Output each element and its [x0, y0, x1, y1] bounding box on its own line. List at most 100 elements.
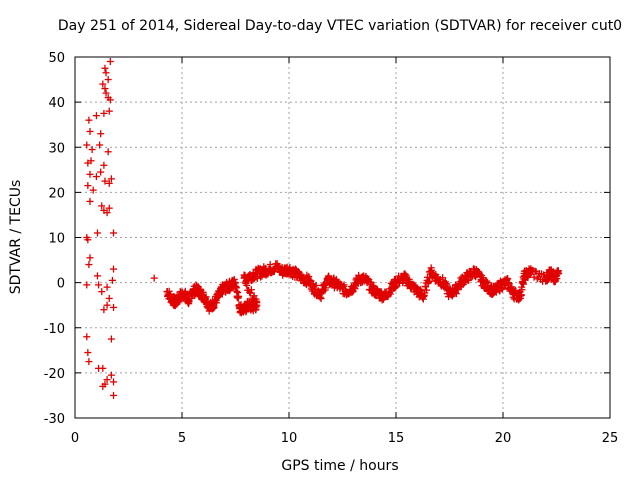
trace-point	[291, 270, 299, 278]
trace-point	[206, 303, 214, 311]
scatter-point	[88, 146, 96, 154]
scatter-point	[105, 107, 113, 115]
scatter-point	[100, 109, 108, 117]
scatter-point	[84, 236, 92, 244]
trace-point	[253, 301, 261, 309]
y-tick-label: -30	[44, 412, 65, 427]
trace-point	[304, 276, 312, 284]
trace-point	[483, 277, 491, 285]
trace-point	[249, 294, 257, 302]
trace-point	[446, 290, 453, 298]
scatter-point	[98, 202, 106, 210]
trace-point	[163, 288, 171, 296]
trace-point	[253, 270, 261, 278]
scatter-point	[105, 204, 113, 212]
scatter-point	[83, 281, 91, 289]
axis-ticks: 0 5 10 15 20 25 -30 -20 -10 0 10 20 30 40 50	[44, 51, 619, 446]
trace-point	[176, 292, 184, 300]
trace-point	[497, 281, 505, 289]
y-tick-label: -10	[44, 322, 65, 337]
x-tick-label: 10	[281, 431, 298, 446]
scatter-point	[103, 301, 111, 309]
scatter-point	[101, 64, 109, 72]
trace-point	[249, 276, 257, 284]
scatter-point	[106, 58, 114, 66]
scatter-point	[110, 229, 118, 237]
trace-point	[227, 281, 235, 289]
trace-point	[180, 290, 188, 298]
trace-point	[240, 306, 248, 314]
trace-point	[546, 267, 554, 275]
trace-point	[555, 270, 563, 278]
scatter-point	[110, 265, 118, 273]
x-tick-label: 20	[495, 431, 512, 446]
trace-point	[407, 281, 415, 289]
scatter-point	[83, 333, 91, 341]
x-tick-label: 5	[178, 431, 186, 446]
scatter-point	[86, 197, 94, 205]
scatter-point	[102, 89, 110, 97]
scatter-point	[107, 335, 115, 343]
scatter-point	[89, 186, 97, 194]
scatter-point	[95, 281, 103, 289]
scatter-point	[150, 274, 158, 282]
trace-point	[249, 303, 257, 311]
trace-point	[401, 274, 409, 282]
trace-point	[340, 281, 348, 289]
trace-point	[367, 279, 375, 287]
scatter-point	[99, 80, 107, 88]
scatter-point	[101, 85, 109, 93]
trace-point	[394, 276, 402, 284]
trace-point	[210, 299, 218, 307]
scatter-point	[110, 303, 118, 311]
scatter-point	[93, 229, 101, 237]
scatter-point	[110, 378, 118, 386]
x-tick-label: 15	[388, 431, 405, 446]
scatter-point	[110, 391, 118, 399]
trace-point	[478, 276, 486, 284]
trace-point	[343, 288, 351, 296]
y-tick-label: 50	[48, 51, 65, 66]
scatter-point	[93, 272, 101, 280]
scatter-point	[102, 69, 110, 77]
y-tick-label: 20	[48, 186, 65, 201]
trace-point	[202, 294, 210, 302]
scatter-point	[84, 349, 92, 357]
trace-point	[197, 290, 205, 298]
scatter-point	[86, 170, 94, 178]
trace-point	[458, 276, 466, 284]
scatter-point	[85, 116, 93, 124]
trace-point	[381, 292, 389, 300]
y-tick-label: 40	[48, 96, 65, 111]
trace-point	[244, 286, 252, 294]
x-axis-label: GPS time / hours	[281, 458, 398, 474]
trace-point	[193, 285, 201, 293]
scatter-point	[87, 157, 95, 165]
scatter-point	[86, 254, 94, 262]
trace-point	[550, 274, 558, 282]
scatter-point	[92, 173, 100, 181]
y-tick-label: 0	[57, 277, 65, 292]
scatter-point	[83, 141, 91, 149]
scatter-point	[103, 283, 111, 291]
trace-point	[423, 286, 431, 294]
trace-point	[420, 292, 428, 300]
trace-point	[388, 283, 396, 291]
scatter-point	[104, 148, 112, 156]
chart-title: Day 251 of 2014, Sidereal Day-to-day VTE…	[58, 18, 622, 34]
trace-point	[312, 281, 320, 289]
trace-point	[285, 265, 293, 273]
scatter-point	[107, 371, 115, 379]
trace-point	[298, 274, 306, 282]
trace-point	[356, 274, 364, 282]
trace-point	[219, 285, 227, 293]
scatter-point	[106, 96, 114, 104]
scatter-point	[92, 112, 100, 120]
x-tick-label: 0	[71, 431, 79, 446]
trace-point	[516, 292, 524, 300]
trace-point	[520, 272, 528, 280]
trace-point	[248, 296, 256, 304]
trace-point	[167, 294, 175, 302]
scatter-point	[101, 177, 109, 185]
trace-point	[266, 265, 274, 273]
